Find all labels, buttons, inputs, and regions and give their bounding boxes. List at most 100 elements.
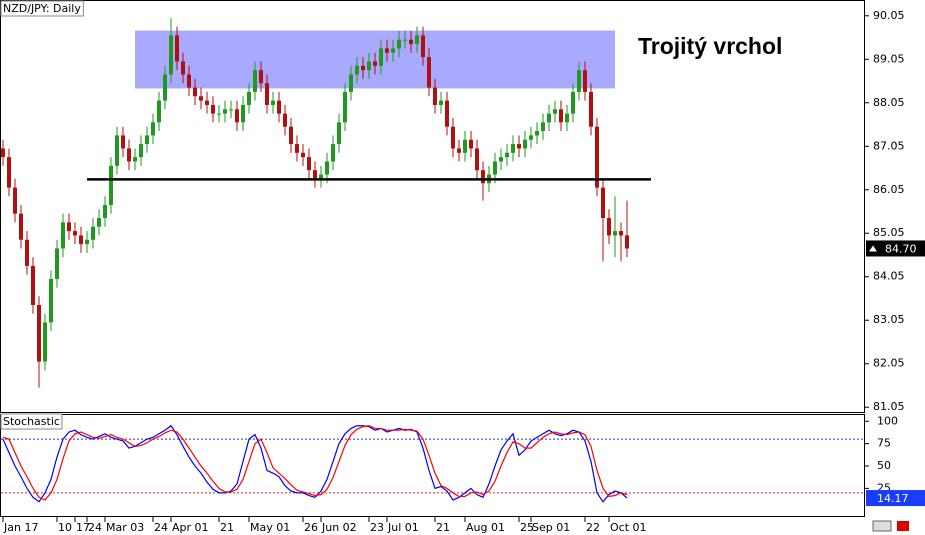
- candle-body: [127, 148, 131, 162]
- candle-body: [343, 91, 347, 123]
- candle-body: [607, 218, 611, 236]
- candle-body: [415, 35, 419, 45]
- candle-body: [223, 109, 227, 114]
- candle-body: [307, 157, 311, 171]
- candle-body: [79, 235, 83, 245]
- candle-body: [331, 144, 335, 162]
- candle-body: [253, 70, 257, 92]
- candle-body: [199, 96, 203, 101]
- x-tick-label: Apr 01: [172, 521, 209, 534]
- x-tick-label: 24: [154, 521, 168, 534]
- y-tick-label: 87.05: [873, 139, 905, 152]
- candle-body: [37, 305, 41, 362]
- candle-body: [259, 70, 263, 84]
- candle-body: [379, 48, 383, 66]
- candle-body: [103, 204, 107, 219]
- candle-body: [325, 161, 329, 175]
- candle-body: [25, 239, 29, 266]
- candle-body: [577, 70, 581, 92]
- nav-icons[interactable]: [872, 520, 909, 532]
- candle-body: [31, 265, 35, 306]
- y-tick-label: 50: [877, 459, 891, 472]
- candle-body: [349, 74, 353, 92]
- indicator-panel-frame: [0, 414, 865, 517]
- x-tick-label: 26: [304, 521, 318, 534]
- label-box: [0, 413, 63, 430]
- candle-body: [265, 83, 269, 105]
- candle-body: [355, 65, 359, 75]
- chart-title: NZD/JPY: Daily: [3, 2, 81, 15]
- y-tick-label: 88.05: [873, 96, 905, 109]
- y-tick-label: 83.05: [873, 313, 905, 326]
- candle-body: [475, 148, 479, 171]
- candle-body: [181, 61, 185, 75]
- icon-scroll[interactable]: [872, 520, 892, 532]
- current-price-arrow: [869, 245, 877, 252]
- y-tick-label: 84.05: [873, 270, 905, 283]
- candle-body: [217, 113, 221, 115]
- icon-shift[interactable]: [897, 521, 909, 531]
- candle-body: [229, 109, 233, 111]
- candle-body: [289, 126, 293, 145]
- candle-body: [121, 135, 125, 149]
- candle-body: [391, 48, 395, 53]
- candle-body: [145, 135, 149, 145]
- candle-body: [589, 91, 593, 127]
- x-tick-label: 17: [76, 521, 90, 534]
- candle-body: [427, 57, 431, 88]
- candle-body: [133, 157, 137, 162]
- candle-body: [547, 113, 551, 123]
- y-tick-label: 86.05: [873, 183, 905, 196]
- candle-body: [43, 322, 47, 362]
- candle-body: [193, 87, 197, 97]
- candle-body: [625, 235, 629, 249]
- candle-body: [205, 100, 209, 105]
- x-tick-label: 23: [370, 521, 384, 534]
- y-tick-label: 75: [877, 437, 891, 450]
- x-tick-label: 21: [436, 521, 450, 534]
- candle-body: [91, 226, 95, 240]
- x-tick-label: Sep 01: [532, 521, 570, 534]
- candle-body: [457, 148, 461, 153]
- x-tick-label: 10: [58, 521, 72, 534]
- candle-body: [97, 218, 101, 227]
- candle-body: [403, 39, 407, 41]
- candle-body: [619, 231, 623, 236]
- x-tick-label: Mar 03: [106, 521, 144, 534]
- candle-body: [463, 139, 467, 153]
- candle-body: [583, 70, 587, 92]
- candle-body: [187, 74, 191, 88]
- candle-body: [409, 39, 413, 45]
- candle-body: [367, 61, 371, 71]
- candle-body: [529, 135, 533, 140]
- current-price-label: 84.70: [885, 242, 917, 255]
- candle-body: [517, 144, 521, 149]
- x-tick-label: 24: [88, 521, 102, 534]
- candle-body: [157, 100, 161, 123]
- candle-body: [235, 109, 239, 123]
- candle-body: [169, 35, 173, 75]
- y-tick-label: 82.05: [873, 357, 905, 370]
- candle-body: [613, 231, 617, 236]
- candle-body: [85, 239, 89, 245]
- candle-body: [295, 144, 299, 153]
- candle-body: [595, 126, 599, 188]
- stochastic-line: [2, 425, 628, 501]
- candle-body: [109, 165, 113, 205]
- label-box: [0, 0, 84, 17]
- candle-body: [271, 100, 275, 105]
- candle-body: [511, 144, 515, 153]
- candle-body: [67, 222, 71, 232]
- candle-body: [175, 35, 179, 62]
- candle-body: [439, 100, 443, 105]
- candle-body: [241, 104, 245, 123]
- candle-body: [493, 161, 497, 175]
- candle-body: [211, 104, 215, 114]
- candle-body: [277, 100, 281, 114]
- candle-body: [247, 91, 251, 105]
- candle-body: [115, 135, 119, 166]
- x-tick-label: 25: [520, 521, 534, 534]
- candle-body: [139, 144, 143, 158]
- candle-body: [559, 109, 563, 123]
